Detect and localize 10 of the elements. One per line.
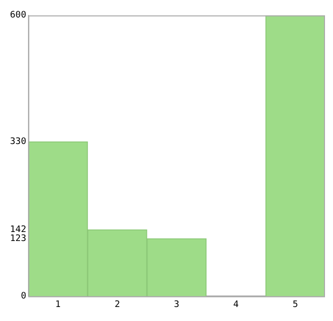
- y-tick-label: 0: [20, 292, 26, 302]
- y-tick-label: 330: [10, 137, 26, 148]
- x-tick-label: 2: [114, 300, 120, 310]
- y-tick-label: 600: [10, 10, 26, 21]
- x-tick-label: 3: [174, 300, 180, 310]
- x-tick-label: 4: [233, 300, 239, 310]
- y-tick-label: 123: [10, 234, 26, 244]
- y-tick-label: 142: [10, 225, 26, 236]
- x-tick-label: 5: [292, 300, 298, 310]
- x-tick-label: 1: [55, 300, 61, 310]
